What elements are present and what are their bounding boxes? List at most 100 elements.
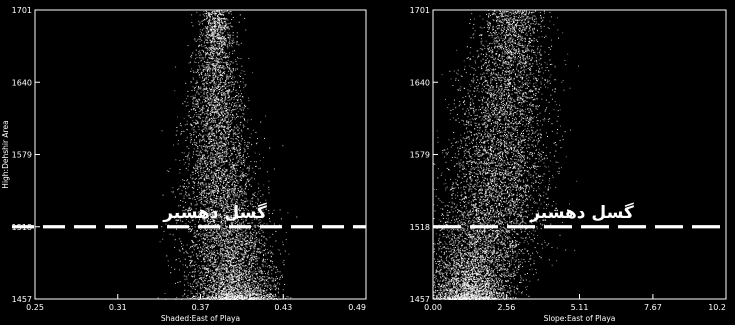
data-point xyxy=(226,74,228,76)
data-point xyxy=(236,268,238,270)
data-point xyxy=(246,291,248,292)
data-point xyxy=(219,270,221,272)
data-point xyxy=(216,23,218,25)
data-point xyxy=(202,213,204,214)
data-point xyxy=(225,231,227,233)
data-point xyxy=(234,250,236,252)
data-point xyxy=(218,37,220,39)
data-point xyxy=(258,222,260,224)
data-point xyxy=(214,156,216,158)
data-point xyxy=(228,11,230,13)
data-point xyxy=(207,64,209,66)
data-point xyxy=(237,228,239,230)
data-point xyxy=(270,260,272,262)
data-point xyxy=(224,92,226,94)
data-point xyxy=(258,205,260,207)
data-point xyxy=(220,223,222,225)
data-point xyxy=(244,119,245,120)
data-point xyxy=(210,191,212,193)
data-point xyxy=(204,248,206,250)
data-point xyxy=(235,284,237,286)
data-point xyxy=(221,82,223,83)
data-point xyxy=(243,238,245,240)
data-point xyxy=(221,22,223,24)
data-point xyxy=(266,278,268,280)
data-point xyxy=(212,218,214,220)
data-point xyxy=(207,221,209,223)
data-point xyxy=(220,48,222,50)
data-point xyxy=(232,178,234,180)
data-point xyxy=(235,96,236,97)
data-point xyxy=(196,294,198,296)
data-point xyxy=(204,177,206,179)
data-point xyxy=(220,38,222,39)
data-point xyxy=(194,270,196,272)
data-point xyxy=(232,290,234,292)
data-point xyxy=(217,48,219,50)
data-point xyxy=(233,180,235,182)
data-point xyxy=(227,267,229,269)
data-point xyxy=(253,242,255,244)
data-point xyxy=(225,80,227,82)
data-point xyxy=(244,276,246,278)
data-point xyxy=(241,259,243,261)
data-point xyxy=(224,174,226,176)
data-point xyxy=(225,217,227,219)
data-point xyxy=(242,274,244,275)
data-point xyxy=(202,210,204,212)
data-point xyxy=(217,281,219,283)
data-point xyxy=(225,268,227,270)
data-point xyxy=(254,226,256,228)
data-point xyxy=(222,43,224,45)
data-point xyxy=(241,237,243,239)
data-point xyxy=(236,185,238,186)
data-point xyxy=(226,27,228,29)
data-point xyxy=(189,264,191,266)
data-point xyxy=(198,278,200,280)
data-point xyxy=(275,284,277,286)
data-point xyxy=(229,230,231,232)
data-point xyxy=(234,222,236,224)
data-point xyxy=(296,216,298,218)
data-point xyxy=(188,159,190,161)
data-point xyxy=(230,208,232,210)
data-point xyxy=(209,101,211,103)
data-point xyxy=(243,189,245,191)
data-point xyxy=(239,280,241,282)
data-point xyxy=(210,245,212,247)
data-point xyxy=(241,243,243,245)
data-point xyxy=(215,214,217,216)
data-point xyxy=(207,79,209,81)
data-point xyxy=(204,100,206,102)
data-point xyxy=(253,290,255,292)
data-point xyxy=(248,286,250,287)
data-point xyxy=(236,124,238,126)
data-point xyxy=(190,256,192,257)
data-point xyxy=(209,192,211,194)
data-point xyxy=(190,246,192,248)
data-point xyxy=(227,250,229,252)
data-point xyxy=(211,179,212,181)
data-point xyxy=(206,248,208,250)
data-point xyxy=(177,116,178,118)
data-point xyxy=(227,140,229,142)
data-point xyxy=(209,286,211,288)
data-point xyxy=(222,216,223,218)
data-point xyxy=(248,165,250,167)
data-point xyxy=(199,284,201,286)
data-point xyxy=(209,201,211,203)
data-point xyxy=(202,119,203,121)
data-point xyxy=(220,87,222,89)
data-point xyxy=(245,220,246,222)
data-point xyxy=(190,246,192,248)
data-point xyxy=(206,70,208,72)
data-point xyxy=(184,210,186,212)
data-point xyxy=(253,253,255,254)
data-point xyxy=(226,290,228,292)
data-point xyxy=(235,215,237,217)
data-point xyxy=(218,116,220,118)
data-point xyxy=(226,181,228,183)
data-point xyxy=(227,296,229,298)
data-point xyxy=(230,218,232,220)
data-point xyxy=(223,25,225,27)
